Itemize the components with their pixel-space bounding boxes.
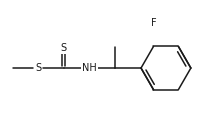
Text: NH: NH <box>82 63 97 73</box>
Text: S: S <box>61 43 67 53</box>
Text: S: S <box>35 63 41 73</box>
Text: F: F <box>151 18 156 28</box>
